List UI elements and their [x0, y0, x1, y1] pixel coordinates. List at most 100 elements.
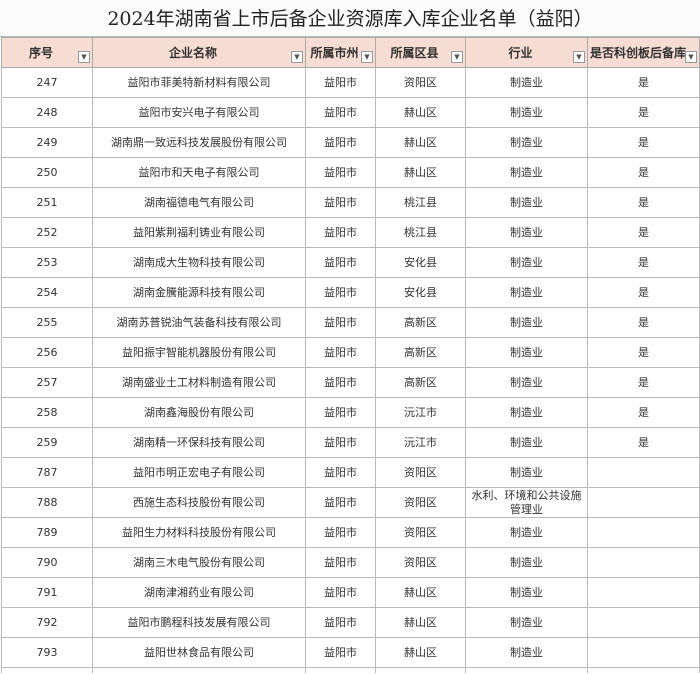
table-cell: 制造业 — [465, 67, 588, 98]
table-row: 250 益阳市和天电子有限公司 益阳市 赫山区 制造业是 — [1, 157, 700, 188]
column-header: 所属区县 ▼ — [375, 37, 466, 68]
table-cell: 是 — [587, 367, 700, 398]
filter-button[interactable]: ▼ — [291, 51, 303, 63]
filter-button[interactable]: ▼ — [573, 51, 585, 63]
table-cell: 是 — [587, 127, 700, 158]
table-cell: 益阳市 — [305, 67, 376, 98]
table-cell: 益阳市 — [305, 427, 376, 458]
table-cell: 湖南盛业土工材料制造有限公司 — [92, 367, 306, 398]
table-cell: 益阳市 — [305, 607, 376, 638]
column-header: 所属市州 ▼ — [305, 37, 376, 68]
table-cell: 249 — [1, 127, 93, 158]
table-cell: 桃江县 — [375, 187, 466, 218]
table-cell: 256 — [1, 337, 93, 368]
table-row: 251 湖南福德电气有限公司 益阳市 桃江县 制造业是 — [1, 187, 700, 218]
table-cell: 益阳紫荆福利铸业有限公司 — [92, 217, 306, 248]
table-cell: 789 — [1, 517, 93, 548]
empty-cell — [587, 517, 700, 548]
table-cell: 资阳区 — [375, 547, 466, 578]
table-row: 259 湖南精一环保科技有限公司 益阳市 沅江市 制造业是 — [1, 427, 700, 458]
table-cell: 益阳市 — [305, 187, 376, 218]
table-cell: 790 — [1, 547, 93, 578]
table-cell: 793 — [1, 637, 93, 668]
table-cell: 益阳市 — [305, 517, 376, 548]
table-cell: 高新区 — [375, 307, 466, 338]
table-row: 791 湖南津湘药业有限公司 益阳市 赫山区 制造业 — [1, 577, 700, 608]
table-cell: 赫山区 — [375, 607, 466, 638]
table-cell: 益阳市 — [305, 247, 376, 278]
table-cell: 益阳市 — [305, 217, 376, 248]
table-cell: 257 — [1, 367, 93, 398]
column-header: 序号 ▼ — [1, 37, 93, 68]
empty-cell — [587, 607, 700, 638]
table-cell: 高新区 — [375, 367, 466, 398]
table-cell: 赫山区 — [375, 157, 466, 188]
table-cell: 西施生态科技股份有限公司 — [92, 487, 306, 518]
table-cell: 资阳区 — [375, 67, 466, 98]
table-cell: 248 — [1, 97, 93, 128]
filter-button[interactable]: ▼ — [451, 51, 463, 63]
table-cell: 沅江市 — [375, 427, 466, 458]
table-cell: 254 — [1, 277, 93, 308]
empty-cell — [92, 667, 306, 673]
table-row: 254 湖南金騰能源科技有限公司 益阳市 安化县 制造业是 — [1, 277, 700, 308]
table-cell: 资阳区 — [375, 517, 466, 548]
table-cell: 益阳市 — [305, 577, 376, 608]
table-cell: 益阳市 — [305, 127, 376, 158]
table-cell: 资阳区 — [375, 487, 466, 518]
table-cell: 湖南金騰能源科技有限公司 — [92, 277, 306, 308]
filter-button[interactable]: ▼ — [685, 51, 697, 63]
filter-button[interactable]: ▼ — [361, 51, 373, 63]
table-cell: 益阳市 — [305, 277, 376, 308]
table-cell: 制造业 — [465, 397, 588, 428]
table-cell: 是 — [587, 157, 700, 188]
table-cell: 湖南精一环保科技有限公司 — [92, 427, 306, 458]
table-cell: 赫山区 — [375, 127, 466, 158]
table-cell: 是 — [587, 277, 700, 308]
table-cell: 赫山区 — [375, 577, 466, 608]
table-cell: 益阳市安兴电子有限公司 — [92, 97, 306, 128]
table-row: 255 湖南苏普锐油气装备科技有限公司 益阳市 高新区 制造业是 — [1, 307, 700, 338]
table-row: 792 益阳市鹏程科技发展有限公司 益阳市 赫山区 制造业 — [1, 607, 700, 638]
table-cell: 是 — [587, 67, 700, 98]
table-cell: 251 — [1, 187, 93, 218]
empty-cell — [587, 637, 700, 668]
table-cell: 制造业 — [465, 217, 588, 248]
table-cell: 益阳市 — [305, 337, 376, 368]
table-cell: 是 — [587, 307, 700, 338]
column-header: 是否科创板后备库 ▼ — [587, 37, 700, 68]
table-cell: 赫山区 — [375, 637, 466, 668]
table-cell: 桃江县 — [375, 217, 466, 248]
table-cell: 制造业 — [465, 457, 588, 488]
table-cell: 259 — [1, 427, 93, 458]
table: 序号 ▼ 企业名称 ▼ 所属市州 ▼ 所属区县 ▼ 行业 ▼ 是否科创板后备库 ▼ 247 益阳市菲美特新… — [1, 37, 700, 673]
table-row: 787 益阳市明正宏电子有限公司 益阳市 资阳区 制造业 — [1, 457, 700, 488]
table-row: 249 湖南鼎一致远科技发展股份有限公司 益阳市 赫山区 制造业是 — [1, 127, 700, 158]
table-cell: 788 — [1, 487, 93, 518]
table-cell: 益阳市 — [305, 307, 376, 338]
table-row: 789 益阳生力材料科技股份有限公司 益阳市 资阳区 制造业 — [1, 517, 700, 548]
table-cell: 资阳区 — [375, 457, 466, 488]
table-cell: 是 — [587, 427, 700, 458]
table-cell: 益阳生力材料科技股份有限公司 — [92, 517, 306, 548]
table-cell: 是 — [587, 397, 700, 428]
filter-button[interactable]: ▼ — [78, 51, 90, 63]
empty-cell — [465, 667, 588, 673]
table-cell: 湖南福德电气有限公司 — [92, 187, 306, 218]
table-cell: 益阳市 — [305, 157, 376, 188]
table-cell: 制造业 — [465, 607, 588, 638]
table-row: 247 益阳市菲美特新材料有限公司 益阳市 资阳区 制造业是 — [1, 67, 700, 98]
table-cell: 制造业 — [465, 577, 588, 608]
column-header: 行业 ▼ — [465, 37, 588, 68]
table-cell: 制造业 — [465, 277, 588, 308]
table-row: 790 湖南三木电气股份有限公司 益阳市 资阳区 制造业 — [1, 547, 700, 578]
table-cell: 247 — [1, 67, 93, 98]
table-cell: 湖南成大生物科技有限公司 — [92, 247, 306, 278]
table-cell: 水利、环境和公共设施管理业 — [465, 487, 588, 518]
table-cell: 是 — [587, 97, 700, 128]
table-cell: 258 — [1, 397, 93, 428]
table-cell: 是 — [587, 187, 700, 218]
table-cell: 益阳市 — [305, 637, 376, 668]
table-cell: 制造业 — [465, 337, 588, 368]
